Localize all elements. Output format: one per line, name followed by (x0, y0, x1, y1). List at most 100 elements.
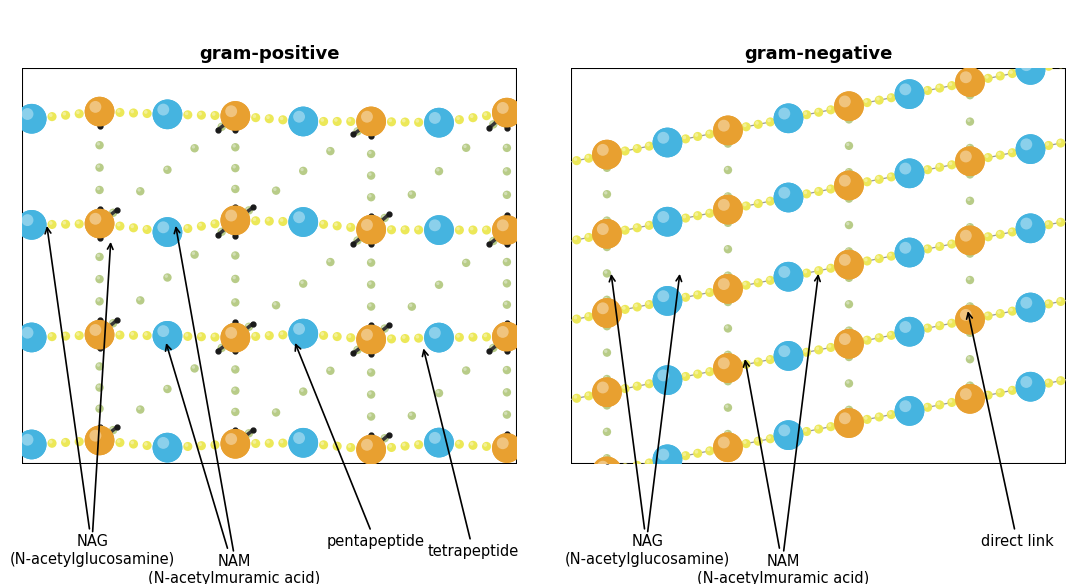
Circle shape (1015, 372, 1046, 402)
Circle shape (225, 327, 237, 339)
Text: NAM
(N-acetylmuramic acid): NAM (N-acetylmuramic acid) (148, 345, 320, 584)
Circle shape (774, 262, 803, 291)
Circle shape (949, 241, 952, 245)
Circle shape (937, 243, 940, 247)
Circle shape (360, 335, 369, 343)
Circle shape (504, 238, 507, 241)
Circle shape (984, 153, 992, 162)
Circle shape (997, 152, 1001, 155)
Circle shape (864, 258, 867, 262)
Circle shape (778, 273, 787, 283)
Circle shape (767, 119, 771, 122)
Circle shape (632, 144, 642, 153)
Circle shape (239, 217, 243, 221)
Circle shape (596, 310, 605, 319)
Circle shape (937, 85, 940, 88)
Circle shape (560, 475, 569, 485)
Circle shape (826, 422, 836, 431)
Circle shape (373, 225, 383, 234)
Circle shape (156, 331, 165, 340)
Circle shape (603, 401, 611, 409)
Circle shape (225, 334, 230, 338)
Circle shape (85, 320, 114, 350)
Circle shape (158, 111, 161, 114)
Circle shape (429, 119, 433, 123)
Circle shape (682, 215, 687, 218)
Circle shape (367, 171, 375, 180)
Circle shape (955, 67, 985, 97)
Circle shape (1022, 385, 1025, 388)
Circle shape (61, 110, 70, 120)
Circle shape (288, 319, 318, 349)
Circle shape (724, 324, 732, 333)
Circle shape (171, 444, 175, 447)
Circle shape (131, 332, 134, 336)
Circle shape (549, 162, 553, 166)
Circle shape (900, 400, 912, 412)
Circle shape (972, 235, 980, 244)
Circle shape (143, 331, 151, 340)
Circle shape (231, 429, 239, 437)
Circle shape (293, 111, 305, 123)
Circle shape (288, 319, 318, 349)
Circle shape (333, 221, 342, 231)
Circle shape (388, 444, 392, 448)
Circle shape (280, 332, 283, 335)
Circle shape (1007, 386, 1017, 395)
Circle shape (252, 333, 257, 337)
Circle shape (966, 117, 974, 126)
Circle shape (198, 333, 202, 337)
Circle shape (356, 215, 386, 245)
Circle shape (252, 440, 257, 444)
Circle shape (713, 274, 743, 304)
Circle shape (894, 238, 925, 267)
Circle shape (597, 470, 602, 473)
Circle shape (597, 232, 602, 235)
Circle shape (682, 373, 687, 377)
Circle shape (828, 265, 831, 269)
Circle shape (844, 141, 853, 150)
Circle shape (321, 118, 324, 122)
Circle shape (713, 116, 743, 145)
Circle shape (653, 128, 682, 157)
Circle shape (354, 127, 361, 135)
Circle shape (725, 299, 729, 303)
Circle shape (49, 440, 52, 444)
Circle shape (409, 192, 412, 195)
Circle shape (790, 113, 799, 121)
Circle shape (273, 409, 276, 413)
Circle shape (778, 425, 790, 436)
Circle shape (923, 165, 932, 174)
Circle shape (491, 121, 494, 125)
Circle shape (844, 300, 853, 308)
Circle shape (960, 158, 968, 167)
Circle shape (888, 411, 892, 415)
Circle shape (89, 332, 94, 335)
Circle shape (293, 211, 305, 223)
Circle shape (492, 98, 522, 127)
Circle shape (713, 432, 743, 462)
Circle shape (1021, 138, 1033, 150)
Circle shape (846, 248, 850, 252)
Circle shape (492, 433, 522, 463)
Circle shape (1046, 63, 1049, 67)
Circle shape (719, 207, 722, 211)
Circle shape (851, 338, 860, 347)
Circle shape (844, 247, 853, 256)
Circle shape (960, 309, 972, 321)
Circle shape (719, 445, 722, 449)
Circle shape (610, 388, 614, 391)
Circle shape (97, 427, 100, 430)
Circle shape (936, 242, 944, 251)
Circle shape (102, 331, 111, 339)
Circle shape (62, 333, 66, 336)
Circle shape (548, 161, 557, 170)
Circle shape (875, 96, 883, 105)
Circle shape (972, 155, 980, 165)
Circle shape (470, 442, 473, 446)
Circle shape (131, 110, 134, 113)
Circle shape (429, 440, 433, 444)
Circle shape (863, 256, 871, 266)
Circle shape (653, 207, 682, 237)
Circle shape (972, 314, 980, 323)
